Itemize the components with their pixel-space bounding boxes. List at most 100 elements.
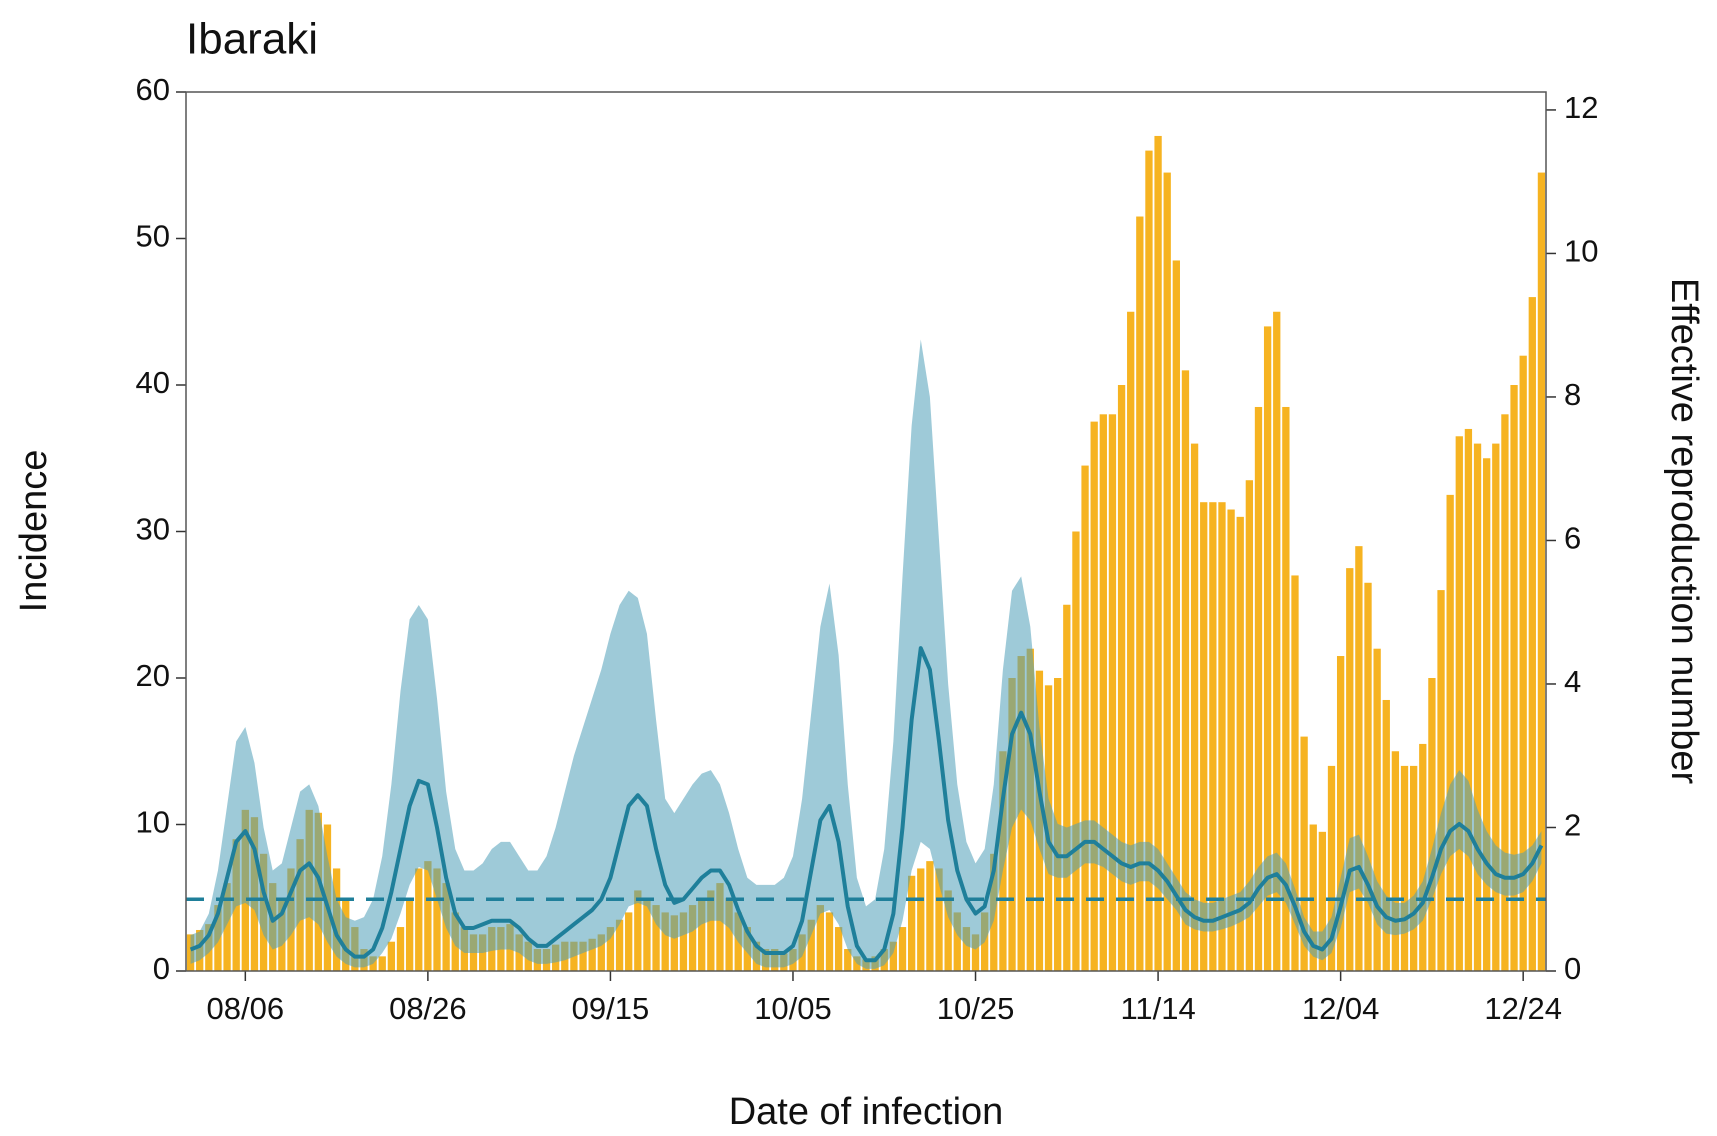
x-tick-label: 09/15 (572, 991, 650, 1026)
bar (1273, 311, 1281, 971)
bar (1537, 172, 1546, 971)
bar (844, 949, 852, 971)
y-tick-label: 50 (136, 219, 170, 254)
bar (588, 938, 596, 971)
bar (625, 912, 633, 971)
bar (962, 927, 971, 971)
bar (1391, 751, 1400, 971)
y-axis-title: Incidence (13, 450, 55, 613)
bar (1318, 831, 1327, 971)
bar (1081, 465, 1089, 971)
bar (1136, 216, 1144, 971)
bar (1528, 297, 1536, 972)
x-tick-label: 10/05 (754, 991, 832, 1026)
bar (707, 890, 715, 971)
y-tick-label: 0 (153, 951, 170, 986)
bar (1410, 765, 1418, 971)
bar (917, 868, 925, 971)
bar (679, 912, 688, 971)
bar (1455, 436, 1463, 971)
bar (1300, 736, 1308, 971)
bar (387, 941, 396, 971)
bar (1373, 648, 1381, 971)
bar (1063, 604, 1071, 971)
y-tick-label: 20 (136, 658, 170, 693)
bar (688, 905, 697, 971)
x-axis-title: Date of infection (729, 1091, 1004, 1133)
x-tick-label: 08/26 (389, 991, 467, 1026)
bar (1473, 443, 1482, 972)
bar (1200, 502, 1208, 971)
bar (1254, 406, 1263, 972)
bar (1163, 172, 1171, 971)
bar (698, 897, 706, 971)
bar (953, 912, 961, 971)
bar (1072, 531, 1080, 971)
x-tick-label: 12/24 (1484, 991, 1562, 1026)
bar (1446, 494, 1454, 971)
y2-tick-label: 10 (1564, 234, 1598, 269)
bar (396, 927, 405, 971)
bar (1108, 414, 1117, 971)
bar (1483, 458, 1491, 971)
bar (716, 883, 724, 971)
y-tick-label: 40 (136, 365, 170, 400)
bar (652, 905, 660, 971)
rt-line (189, 646, 1544, 963)
y2-tick-label: 8 (1564, 377, 1581, 412)
bar (1501, 414, 1509, 971)
bar (1428, 678, 1436, 971)
bar (1154, 135, 1162, 971)
y2-tick-label: 12 (1564, 90, 1598, 125)
bar (1145, 150, 1153, 972)
bar (1017, 656, 1025, 971)
bar (1218, 502, 1226, 971)
bar (405, 897, 414, 971)
bar (1263, 326, 1272, 971)
bar (1336, 656, 1345, 971)
bar (1382, 699, 1390, 971)
bar (1291, 575, 1299, 971)
bar (606, 927, 615, 971)
y-tick-label: 30 (136, 512, 170, 547)
bar (433, 868, 441, 971)
x-tick-label: 11/14 (1120, 991, 1195, 1026)
bar (898, 927, 907, 971)
x-tick-label: 08/06 (207, 991, 285, 1026)
y2-tick-label: 6 (1564, 521, 1581, 556)
bar (1327, 765, 1336, 971)
bar (1364, 582, 1372, 971)
bar (889, 941, 898, 971)
bar (816, 905, 825, 971)
bar (944, 890, 952, 971)
bar (907, 875, 916, 971)
bar (1492, 443, 1500, 972)
bar (1209, 502, 1217, 971)
bar (725, 897, 733, 971)
bar (1346, 568, 1354, 971)
bar (1172, 260, 1180, 972)
bar (1355, 546, 1363, 971)
bar (935, 868, 943, 971)
bar (670, 915, 678, 971)
plot-frame (185, 91, 1547, 972)
bar (1190, 443, 1199, 972)
bar (424, 861, 432, 971)
bar (825, 912, 834, 971)
bar (1510, 385, 1518, 971)
bar (378, 956, 386, 971)
y2-tick-label: 4 (1564, 664, 1581, 699)
bar (661, 912, 669, 971)
y2-tick-label: 2 (1564, 808, 1581, 843)
bar (926, 861, 934, 971)
y2-axis-title: Effective reproduction number (1663, 278, 1705, 785)
bar (971, 934, 980, 971)
y-tick-label: 60 (136, 72, 170, 107)
bar (1437, 590, 1445, 971)
x-tick-label: 10/25 (937, 991, 1015, 1026)
x-tick-label: 12/04 (1302, 991, 1380, 1026)
bar (1099, 414, 1107, 971)
bar (1117, 385, 1126, 971)
bar (1519, 355, 1527, 971)
y-tick-label: 10 (136, 805, 170, 840)
